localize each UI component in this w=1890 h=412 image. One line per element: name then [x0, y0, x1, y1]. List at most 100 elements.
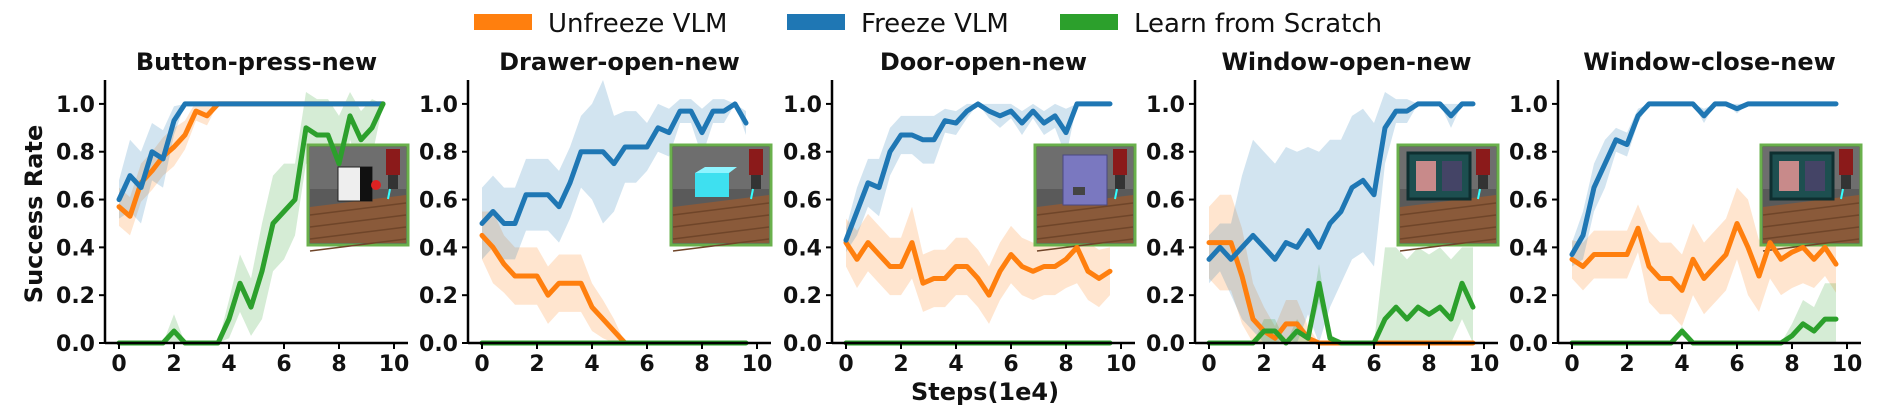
y-tick-label: 0.6	[1509, 189, 1548, 214]
legend: Unfreeze VLM Freeze VLM Learn from Scrat…	[474, 9, 1382, 39]
y-tick-label: 0.4	[56, 236, 95, 261]
x-tick-label: 0	[1564, 352, 1579, 377]
x-tick-label: 8	[1058, 352, 1073, 377]
scene-window-pane	[1416, 161, 1436, 191]
scene-table	[1400, 195, 1496, 243]
scene-window-pane	[1805, 161, 1825, 191]
scene-button-side	[360, 167, 372, 201]
scene-table-grain	[1036, 214, 1134, 228]
y-tick-label: 0.0	[419, 332, 458, 357]
legend-label-unfreeze: Unfreeze VLM	[548, 9, 727, 39]
x-tick-label: 2	[1619, 352, 1634, 377]
legend-item-freeze: Freeze VLM	[787, 9, 1009, 39]
scene-table-grain	[309, 238, 407, 252]
y-tick-label: 0.2	[56, 284, 95, 309]
y-tick-label: 0.0	[1509, 332, 1548, 357]
x-tick-label: 10	[379, 352, 410, 377]
scene-table-grain	[309, 202, 407, 216]
x-tick-label: 2	[166, 352, 181, 377]
series-line	[1206, 101, 1476, 262]
y-tick-label: 1.0	[56, 93, 95, 118]
scene-robot-gripper	[1841, 175, 1851, 189]
panel-title: Window-open-new	[1221, 48, 1471, 76]
legend-label-scratch: Learn from Scratch	[1134, 9, 1382, 39]
x-tick-label: 6	[639, 352, 654, 377]
scene-table-grain	[1762, 238, 1860, 252]
scene-robot-gripper	[751, 175, 761, 189]
scene-table-grain	[1762, 202, 1860, 216]
x-tick-label: 4	[221, 352, 236, 377]
scene-robot-gripper	[1478, 175, 1488, 189]
shared-xlabel: Steps(1e4)	[911, 378, 1059, 406]
y-tick-label: 1.0	[419, 93, 458, 118]
scene-gripper-finger	[1840, 188, 1844, 200]
scene-table-grain	[1399, 202, 1497, 216]
x-tick-label: 0	[838, 352, 853, 377]
scene-table-grain	[672, 226, 770, 240]
series-line	[843, 101, 1113, 243]
x-tick-label: 4	[1311, 352, 1326, 377]
scene-table-grain	[672, 214, 770, 228]
legend-label-freeze: Freeze VLM	[861, 9, 1009, 39]
scene-table-grain	[1399, 238, 1497, 252]
chart-panel: Drawer-open-new 0.0 0.2 0.4 0.6 0.8 1.0 0 2 4 6 8 10	[419, 48, 773, 377]
chart-panel: Window-open-new 0.0 0.2 0.4 0.6 0.8 1.0 0 2 4 6 8 10	[1146, 48, 1500, 377]
x-tick-label: 6	[1729, 352, 1744, 377]
y-tick-label: 0.4	[1509, 236, 1548, 261]
x-tick-label: 4	[584, 352, 599, 377]
legend-swatch-unfreeze	[474, 14, 532, 30]
scene-table-grain	[309, 214, 407, 228]
panel-title: Door-open-new	[880, 48, 1087, 76]
scene-robot-arm	[386, 149, 400, 175]
y-tick-label: 0.2	[783, 284, 822, 309]
panel-title: Window-close-new	[1583, 48, 1836, 76]
scene-robot-gripper	[388, 175, 398, 189]
chart-panel: Window-close-new 0.0 0.2 0.4 0.6 0.8 1.0 0 2 4 6 8 1…	[1509, 48, 1863, 377]
scene-table	[310, 195, 406, 243]
y-tick-label: 0.2	[419, 284, 458, 309]
scene-drawer-top	[695, 167, 737, 173]
x-tick-label: 10	[1832, 352, 1863, 377]
series-line	[1569, 101, 1839, 258]
scene-window-pane	[1779, 161, 1799, 191]
scene-table	[1763, 195, 1859, 243]
panels: Button-press-new 0.0 0.2 0.4 0.6 0.8 1.0 0 2 4 6 8 1…	[56, 48, 1863, 377]
legend-item-unfreeze: Unfreeze VLM	[474, 9, 727, 39]
series-band	[1209, 194, 1473, 343]
y-tick-label: 0.6	[419, 189, 458, 214]
y-tick-label: 1.0	[1509, 93, 1548, 118]
scene-image	[306, 143, 410, 252]
panel-title: Button-press-new	[136, 48, 377, 76]
scene-image	[1033, 143, 1137, 252]
y-tick-label: 0.8	[783, 141, 822, 166]
x-tick-label: 10	[1469, 352, 1500, 377]
scene-gripper-finger	[387, 188, 391, 200]
y-tick-label: 0.8	[419, 141, 458, 166]
scene-gripper-finger	[1477, 188, 1481, 200]
legend-item-scratch: Learn from Scratch	[1060, 9, 1382, 39]
scene-table	[1037, 195, 1133, 243]
scene-table-grain	[1399, 226, 1497, 240]
legend-swatch-scratch	[1060, 14, 1118, 30]
scene-table-grain	[672, 202, 770, 216]
y-tick-label: 0.0	[1146, 332, 1185, 357]
scene-button	[371, 180, 381, 190]
scene-robot-arm	[1113, 149, 1127, 175]
series-line	[1569, 220, 1839, 293]
series-line	[116, 101, 386, 203]
scene-image	[1396, 143, 1500, 252]
y-tick-label: 0.4	[419, 236, 458, 261]
series-line	[843, 240, 1113, 298]
y-tick-label: 0.0	[56, 332, 95, 357]
x-tick-label: 0	[1201, 352, 1216, 377]
scene-drawer	[695, 173, 729, 197]
y-tick-label: 1.0	[1146, 93, 1185, 118]
scene-robot-arm	[1839, 149, 1853, 175]
x-tick-label: 2	[529, 352, 544, 377]
series-band	[482, 80, 746, 260]
x-tick-label: 4	[1674, 352, 1689, 377]
scene-gripper-finger	[1114, 188, 1118, 200]
scene-image	[1759, 143, 1863, 252]
y-tick-label: 0.8	[56, 141, 95, 166]
